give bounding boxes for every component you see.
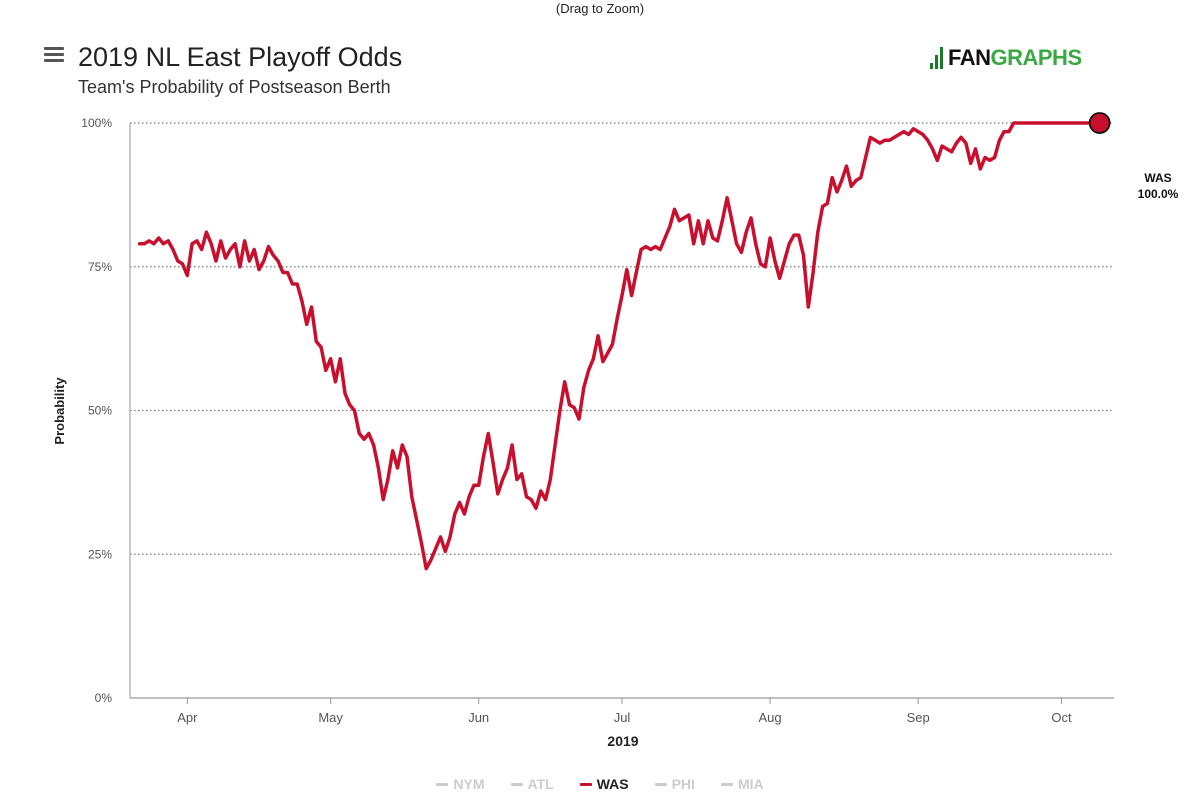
- x-tick-label-aug: Aug: [759, 710, 782, 725]
- legend-label: PHI: [671, 776, 695, 792]
- legend-label: MIA: [737, 776, 764, 792]
- series-end-marker-was: [1088, 112, 1111, 134]
- legend-label: NYM: [453, 776, 485, 792]
- fangraphs-logo[interactable]: FAN GRAPHS: [930, 44, 1082, 72]
- chart-subtitle: Team's Probability of Postseason Berth: [78, 77, 391, 97]
- legend-item-nym[interactable]: NYM: [436, 776, 485, 792]
- legend-swatch: [510, 782, 523, 786]
- legend-item-phi[interactable]: PHI: [654, 776, 695, 792]
- y-tick-label-50: 50%: [88, 404, 112, 418]
- end-label-value: 100.0%: [1137, 187, 1179, 201]
- logo-text-graphs: GRAPHS: [990, 45, 1083, 70]
- end-value-label: WAS 100.0%: [1128, 170, 1188, 202]
- x-tick-label-oct: Oct: [1051, 710, 1072, 725]
- legend-swatch: [654, 782, 667, 786]
- legend-item-mia[interactable]: MIA: [720, 776, 764, 792]
- x-tick-label-jun: Jun: [468, 710, 489, 725]
- chart-menu-icon[interactable]: [44, 47, 64, 63]
- y-tick-label-0: 0%: [95, 691, 113, 705]
- y-tick-label-100: 100%: [81, 116, 112, 130]
- legend-item-atl[interactable]: ATL: [510, 776, 554, 792]
- drag-to-zoom-hint: (Drag to Zoom): [555, 1, 645, 16]
- chart-legend: NYM ATL WAS PHI MIA: [0, 776, 1200, 792]
- axis-layer: 0% 25% 50% 75% 100% Apr May Jun Jul Aug Sep Oct: [81, 116, 1114, 725]
- y-tick-label-75: 75%: [88, 260, 112, 274]
- legend-swatch: [436, 782, 449, 786]
- chart-title: 2019 NL East Playoff Odds: [78, 42, 403, 72]
- legend-swatch: [579, 782, 592, 786]
- legend-swatch: [720, 782, 733, 786]
- legend-item-was[interactable]: WAS: [579, 776, 629, 792]
- x-tick-label-apr: Apr: [177, 710, 198, 725]
- legend-label: WAS: [596, 776, 629, 792]
- x-tick-label-sep: Sep: [907, 710, 930, 725]
- end-label-team: WAS: [1144, 171, 1172, 185]
- series-line-was: [137, 121, 1102, 571]
- x-tick-label-jul: Jul: [614, 710, 631, 725]
- y-tick-label-25: 25%: [88, 547, 112, 561]
- x-tick-label-may: May: [318, 710, 343, 725]
- x-axis-label: 2019: [607, 733, 638, 749]
- legend-label: ATL: [527, 776, 554, 792]
- logo-bars-icon: [930, 47, 945, 69]
- logo-text-fan: FAN: [948, 45, 991, 70]
- y-axis-label: Probability: [52, 377, 67, 445]
- series-layer: [137, 112, 1111, 571]
- grid-layer: [130, 122, 1114, 555]
